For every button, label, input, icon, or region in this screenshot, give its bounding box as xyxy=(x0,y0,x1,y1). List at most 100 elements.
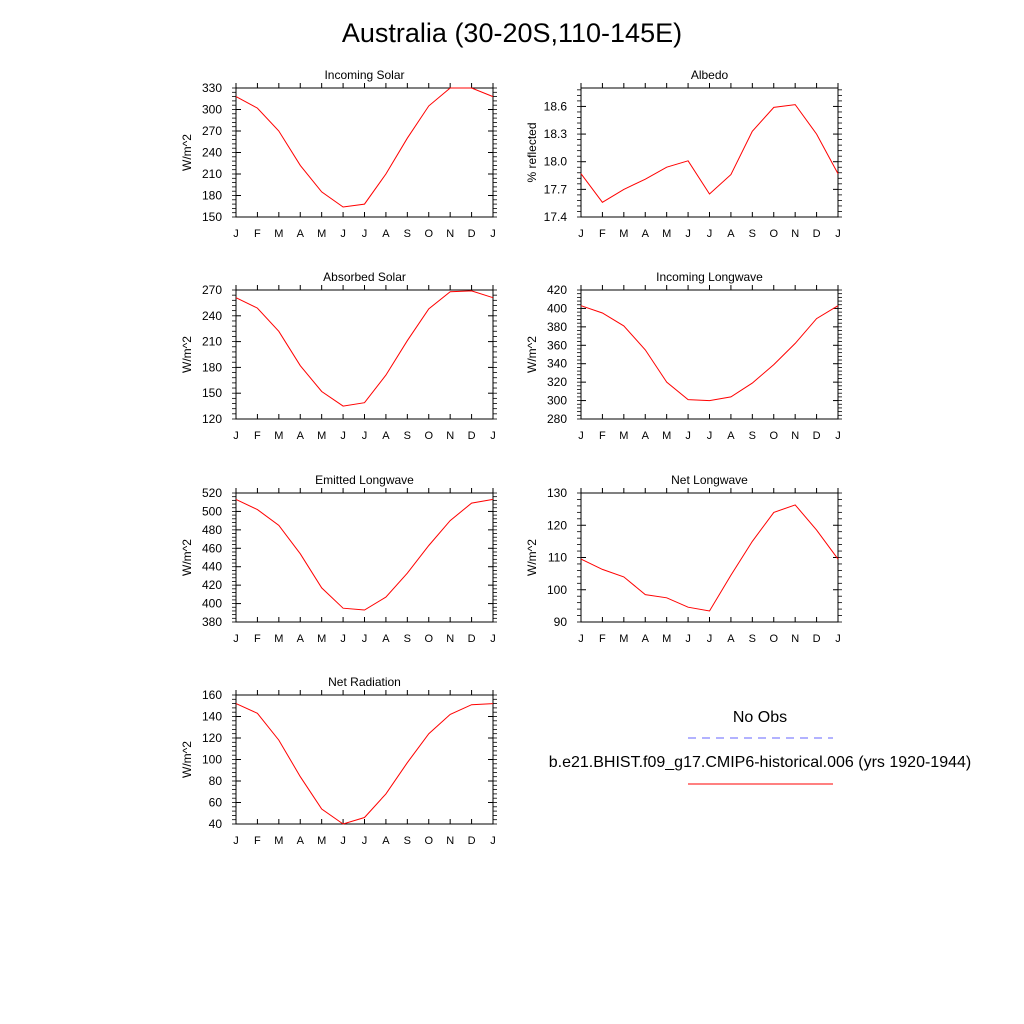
x-tick-label: J xyxy=(835,633,841,645)
y-tick-label: 400 xyxy=(547,301,567,315)
y-tick-label: 150 xyxy=(202,386,222,400)
x-tick-label: N xyxy=(791,228,799,240)
x-tick-label: M xyxy=(274,228,283,240)
legend-obs-label: No Obs xyxy=(733,709,787,726)
x-tick-label: M xyxy=(619,228,628,240)
plot-frame xyxy=(235,87,494,218)
x-tick-label: D xyxy=(468,228,476,240)
x-tick-label: J xyxy=(233,633,239,645)
plot-frame xyxy=(235,694,494,825)
panel-title: Albedo xyxy=(691,68,729,82)
x-tick-label: A xyxy=(727,430,735,442)
x-tick-label: J xyxy=(685,633,691,645)
x-tick-label: A xyxy=(382,835,390,847)
y-tick-label: 180 xyxy=(202,360,222,374)
y-tick-label: 360 xyxy=(547,338,567,352)
x-tick-label: A xyxy=(297,835,305,847)
x-tick-label: N xyxy=(446,430,454,442)
x-tick-label: A xyxy=(642,430,650,442)
x-tick-label: J xyxy=(340,835,346,847)
x-tick-label: F xyxy=(254,228,261,240)
x-tick-label: J xyxy=(490,633,496,645)
x-tick-label: M xyxy=(619,633,628,645)
panel-title: Net Radiation xyxy=(328,675,401,689)
y-tick-label: 140 xyxy=(202,710,222,724)
x-tick-label: F xyxy=(599,430,606,442)
y-tick-label: 480 xyxy=(202,523,222,537)
x-tick-label: N xyxy=(446,633,454,645)
x-tick-label: J xyxy=(340,633,346,645)
x-tick-label: D xyxy=(813,430,821,442)
y-tick-label: 500 xyxy=(202,504,222,518)
y-axis-label: W/m^2 xyxy=(525,539,539,576)
series-line xyxy=(580,504,839,612)
x-tick-label: J xyxy=(362,228,368,240)
x-tick-label: M xyxy=(317,430,326,442)
y-tick-label: 120 xyxy=(547,518,567,532)
panel-title: Absorbed Solar xyxy=(323,270,406,284)
y-tick-label: 340 xyxy=(547,357,567,371)
x-tick-label: M xyxy=(317,228,326,240)
x-tick-label: J xyxy=(362,835,368,847)
x-tick-label: J xyxy=(362,430,368,442)
y-axis-label: W/m^2 xyxy=(180,336,194,373)
x-tick-label: A xyxy=(382,633,390,645)
panel-title: Incoming Solar xyxy=(324,68,404,82)
series-line xyxy=(235,498,494,611)
x-tick-label: A xyxy=(727,228,735,240)
x-tick-label: M xyxy=(317,633,326,645)
y-tick-label: 110 xyxy=(548,551,567,565)
x-tick-label: M xyxy=(662,633,671,645)
y-tick-label: 100 xyxy=(202,753,222,767)
y-tick-label: 210 xyxy=(202,335,222,349)
x-tick-label: J xyxy=(233,430,239,442)
series-line xyxy=(235,290,494,407)
x-tick-label: A xyxy=(297,228,305,240)
y-axis-label: % reflected xyxy=(525,122,539,182)
panel-title: Emitted Longwave xyxy=(315,473,414,487)
x-tick-label: O xyxy=(424,633,433,645)
x-tick-label: F xyxy=(254,430,261,442)
x-tick-label: M xyxy=(662,430,671,442)
plot-frame xyxy=(580,289,839,420)
y-tick-label: 18.3 xyxy=(544,127,568,141)
x-tick-label: A xyxy=(642,228,650,240)
x-tick-label: M xyxy=(274,430,283,442)
y-axis-label: W/m^2 xyxy=(180,539,194,576)
y-tick-label: 380 xyxy=(547,320,567,334)
x-tick-label: J xyxy=(578,228,584,240)
x-tick-label: M xyxy=(274,633,283,645)
x-tick-label: S xyxy=(404,633,411,645)
series-line xyxy=(580,305,839,402)
x-tick-label: J xyxy=(835,430,841,442)
legend-model-label: b.e21.BHIST.f09_g17.CMIP6-historical.006… xyxy=(549,754,971,771)
series-line xyxy=(235,87,494,208)
y-tick-label: 300 xyxy=(547,394,567,408)
y-axis-label: W/m^2 xyxy=(525,336,539,373)
y-tick-label: 90 xyxy=(554,615,568,629)
figure-title: Australia (30-20S,110-145E) xyxy=(341,18,683,48)
x-tick-label: O xyxy=(769,633,778,645)
series-line xyxy=(235,703,494,825)
x-tick-label: F xyxy=(254,633,261,645)
x-tick-label: S xyxy=(404,228,411,240)
x-tick-label: O xyxy=(769,228,778,240)
x-tick-label: F xyxy=(599,228,606,240)
x-tick-label: D xyxy=(813,228,821,240)
x-tick-label: J xyxy=(340,228,346,240)
x-tick-label: J xyxy=(578,633,584,645)
y-tick-label: 160 xyxy=(202,688,222,702)
x-tick-label: J xyxy=(233,228,239,240)
plot-frame xyxy=(235,492,494,623)
y-tick-label: 18.6 xyxy=(544,99,568,113)
x-tick-label: J xyxy=(490,430,496,442)
y-tick-label: 40 xyxy=(209,817,223,831)
plot-frame xyxy=(580,492,839,623)
panel-title: Incoming Longwave xyxy=(656,270,763,284)
y-tick-label: 17.7 xyxy=(544,182,568,196)
x-tick-label: O xyxy=(424,430,433,442)
x-tick-label: D xyxy=(468,835,476,847)
x-tick-label: N xyxy=(791,633,799,645)
